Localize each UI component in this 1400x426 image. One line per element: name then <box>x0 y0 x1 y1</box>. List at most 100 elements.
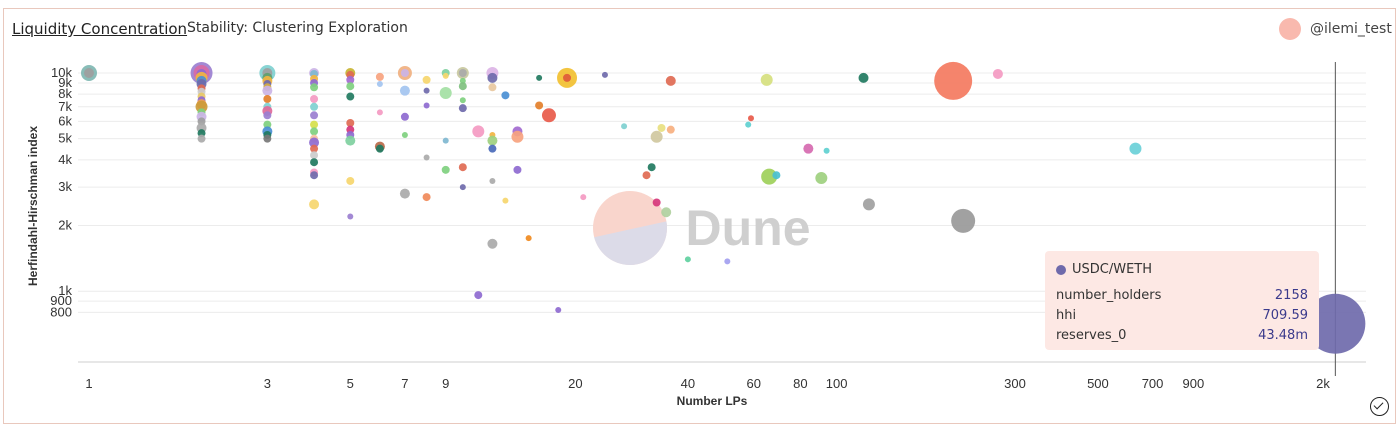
series-dot-icon <box>1056 264 1066 275</box>
data-point <box>684 256 691 263</box>
tooltip-pair-name: USDC/WETH <box>1072 262 1153 277</box>
y-tick-label: 4k <box>58 152 72 167</box>
dune-logo-shade <box>594 221 668 266</box>
dune-logo-icon <box>593 191 668 266</box>
data-point <box>601 71 608 78</box>
data-point <box>951 208 976 233</box>
data-points <box>81 61 1366 354</box>
tooltip-label: number_holders <box>1056 288 1162 303</box>
data-point <box>621 123 628 130</box>
data-point <box>525 235 532 242</box>
data-point <box>501 91 510 100</box>
tooltip-row: reserves_0 43.48m <box>1056 328 1308 343</box>
data-point <box>815 172 828 185</box>
data-point <box>747 115 754 122</box>
data-point <box>760 73 773 86</box>
data-point <box>310 171 319 180</box>
data-point <box>487 72 498 83</box>
data-point <box>745 121 752 128</box>
y-tick-label: 3k <box>58 179 72 194</box>
hover-tooltip: USDC/WETH number_holders 2158 hhi 709.59… <box>1045 251 1319 350</box>
data-point <box>992 68 1003 79</box>
y-tick-label: 2k <box>58 218 72 233</box>
data-point <box>310 95 319 104</box>
data-point <box>458 163 467 172</box>
data-point <box>346 82 355 91</box>
data-point <box>346 92 355 101</box>
data-point <box>442 137 449 144</box>
data-point <box>375 144 384 153</box>
x-tick-label: 80 <box>793 376 807 391</box>
data-point <box>541 108 556 123</box>
x-tick-label: 2k <box>1316 376 1330 391</box>
x-tick-label: 700 <box>1142 376 1164 391</box>
data-point <box>535 101 544 110</box>
x-tick-label: 300 <box>1004 376 1026 391</box>
data-point <box>803 143 814 154</box>
data-point <box>458 82 467 91</box>
chart-title-tab[interactable]: Liquidity Concentration <box>12 20 188 38</box>
data-point <box>555 307 562 314</box>
y-axis-label: Herfindahl-Hirschman index <box>26 126 40 286</box>
avatar[interactable] <box>1279 18 1301 40</box>
data-point <box>399 188 410 199</box>
data-point <box>310 127 319 136</box>
tooltip-label: reserves_0 <box>1056 328 1127 343</box>
data-point <box>422 193 431 202</box>
data-point <box>761 168 778 185</box>
x-tick-label: 60 <box>746 376 760 391</box>
data-point <box>439 86 452 99</box>
data-point <box>441 165 450 174</box>
data-point <box>263 111 272 120</box>
x-tick-label: 100 <box>826 376 848 391</box>
data-point <box>347 213 354 220</box>
y-tick-label: 7k <box>58 99 72 114</box>
data-point <box>563 73 572 82</box>
data-point <box>487 238 498 249</box>
x-tick-label: 500 <box>1087 376 1109 391</box>
check-circle-icon[interactable] <box>1370 397 1389 416</box>
data-point <box>309 199 320 210</box>
data-point <box>934 61 973 100</box>
data-point <box>310 151 319 160</box>
data-point <box>459 97 466 104</box>
data-point <box>346 119 355 128</box>
data-point <box>401 131 408 138</box>
data-point <box>487 135 498 146</box>
y-tick-label: 9k <box>58 75 72 90</box>
data-point <box>862 198 875 211</box>
data-point <box>536 74 543 81</box>
data-point <box>310 158 319 167</box>
data-point <box>375 72 384 81</box>
data-point <box>310 102 319 111</box>
data-point <box>459 77 466 84</box>
data-point <box>310 120 319 129</box>
user-badge[interactable]: @ilemi_test <box>1279 17 1392 41</box>
y-tick-label: 6k <box>58 113 72 128</box>
data-point <box>458 104 467 113</box>
data-point <box>423 87 430 94</box>
data-point <box>346 176 355 185</box>
chart-card <box>3 8 1396 424</box>
x-tick-label: 9 <box>442 376 449 391</box>
data-point <box>376 81 383 88</box>
username[interactable]: @ilemi_test <box>1310 21 1392 37</box>
data-point <box>1305 293 1366 354</box>
data-point <box>423 154 430 161</box>
data-point <box>262 85 273 96</box>
x-tick-label: 7 <box>401 376 408 391</box>
y-tick-label: 800 <box>50 304 72 319</box>
x-tick-label: 900 <box>1183 376 1205 391</box>
data-point <box>400 69 409 77</box>
y-tick-label: 5k <box>58 131 72 146</box>
data-point <box>376 109 383 116</box>
data-point <box>400 112 409 121</box>
data-point <box>858 72 869 83</box>
data-point <box>502 197 509 204</box>
data-point <box>423 102 430 109</box>
data-point <box>580 194 587 201</box>
x-tick-label: 20 <box>568 376 582 391</box>
data-point <box>346 75 355 84</box>
